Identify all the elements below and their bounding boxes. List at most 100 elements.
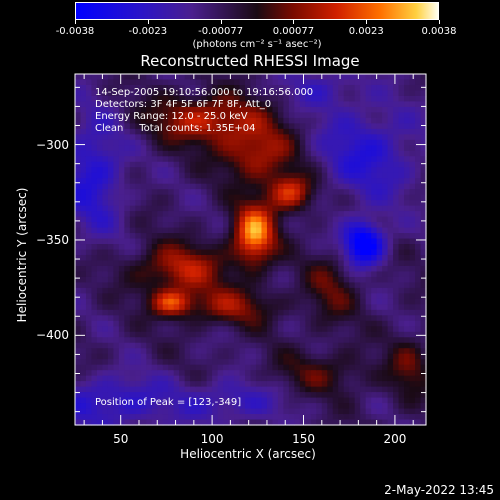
heatmap-cell	[415, 381, 422, 388]
heatmap-cell	[140, 244, 147, 251]
heatmap-cell	[288, 287, 295, 294]
heatmap-cell	[327, 254, 334, 262]
heatmap-cell	[223, 95, 230, 103]
heatmap-cell	[190, 403, 197, 410]
heatmap-cell	[228, 178, 235, 185]
heatmap-cell	[321, 304, 328, 311]
heatmap-cell	[173, 408, 180, 415]
heatmap-cell	[398, 74, 405, 81]
heatmap-cell	[223, 386, 230, 393]
heatmap-cell	[343, 123, 350, 130]
heatmap-cell	[255, 172, 263, 179]
heatmap-cell	[382, 194, 389, 201]
heatmap-cell	[371, 106, 378, 113]
heatmap-cell	[75, 364, 82, 371]
heatmap-cell	[80, 414, 87, 421]
heatmap-cell	[234, 90, 241, 97]
heatmap-cell	[195, 276, 202, 283]
heatmap-cell	[168, 112, 175, 119]
heatmap-cell	[228, 249, 235, 256]
heatmap-cell	[113, 156, 120, 163]
heatmap-cell	[316, 172, 323, 179]
heatmap-cell	[393, 117, 400, 124]
heatmap-cell	[201, 403, 208, 410]
heatmap-cell	[277, 315, 284, 322]
heatmap-cell	[113, 337, 120, 344]
heatmap-cell	[162, 178, 169, 185]
heatmap-cell	[75, 183, 82, 190]
heatmap-cell	[168, 150, 175, 157]
heatmap-cell	[332, 74, 339, 81]
heatmap-cell	[151, 309, 158, 316]
heatmap-cell	[294, 183, 301, 190]
heatmap-cell	[173, 178, 180, 185]
heatmap-cell	[365, 101, 372, 108]
heatmap-cell	[195, 403, 202, 410]
heatmap-cell	[283, 205, 290, 212]
heatmap-cell	[250, 117, 257, 124]
heatmap-cell	[234, 227, 241, 234]
heatmap-cell	[354, 392, 361, 399]
heatmap-cell	[376, 331, 383, 338]
heatmap-cell	[409, 353, 416, 360]
heatmap-cell	[393, 95, 400, 103]
heatmap-cell	[96, 194, 104, 201]
heatmap-cell	[354, 79, 361, 86]
heatmap-cell	[129, 84, 136, 92]
heatmap-cell	[228, 112, 235, 119]
heatmap-cell	[332, 397, 339, 404]
heatmap-cell	[168, 276, 175, 283]
heatmap-cell	[168, 337, 175, 344]
heatmap-cell	[404, 145, 411, 152]
heatmap-cell	[118, 287, 125, 294]
heatmap-cell	[354, 90, 361, 97]
heatmap-cell	[217, 408, 224, 415]
heatmap-cell	[283, 244, 290, 251]
heatmap-cell	[310, 287, 317, 294]
heatmap-cell	[102, 150, 109, 157]
heatmap-cell	[349, 419, 356, 426]
heatmap-cell	[365, 386, 372, 393]
heatmap-cell	[239, 419, 246, 426]
heatmap-cell	[135, 205, 142, 212]
heatmap-cell	[179, 112, 186, 119]
heatmap-cell	[146, 183, 153, 190]
heatmap-cell	[212, 375, 219, 382]
heatmap-cell	[354, 348, 361, 355]
heatmap-cell	[206, 117, 213, 124]
heatmap-cell	[140, 233, 147, 240]
heatmap-cell	[343, 227, 350, 234]
heatmap-cell	[250, 178, 257, 185]
heatmap-cell	[245, 200, 252, 207]
heatmap-cell	[223, 271, 230, 278]
heatmap-cell	[217, 79, 224, 86]
heatmap-cell	[338, 359, 345, 366]
heatmap-cell	[393, 249, 400, 256]
heatmap-cell	[91, 392, 98, 399]
heatmap-cell	[140, 326, 147, 333]
heatmap-cell	[283, 200, 290, 207]
heatmap-cell	[283, 227, 290, 234]
heatmap-cell	[409, 178, 416, 185]
heatmap-cell	[184, 90, 191, 97]
heatmap-cell	[102, 101, 109, 108]
heatmap-cell	[321, 265, 328, 273]
heatmap-cell	[321, 403, 328, 410]
heatmap-cell	[245, 161, 252, 168]
heatmap-cell	[162, 79, 169, 86]
heatmap-cell	[75, 381, 82, 388]
heatmap-cell	[420, 315, 427, 322]
heatmap-cell	[382, 304, 389, 311]
heatmap-cell	[261, 254, 268, 262]
heatmap-cell	[168, 397, 175, 404]
heatmap-cell	[135, 183, 142, 190]
heatmap-cell	[365, 112, 372, 119]
heatmap-cell	[223, 364, 230, 371]
heatmap-cell	[168, 145, 175, 152]
heatmap-cell	[415, 172, 422, 179]
heatmap-cell	[376, 370, 383, 377]
heatmap-cell	[420, 364, 427, 371]
heatmap-cell	[360, 342, 367, 349]
heatmap-cell	[277, 211, 284, 218]
heatmap-cell	[277, 386, 284, 393]
